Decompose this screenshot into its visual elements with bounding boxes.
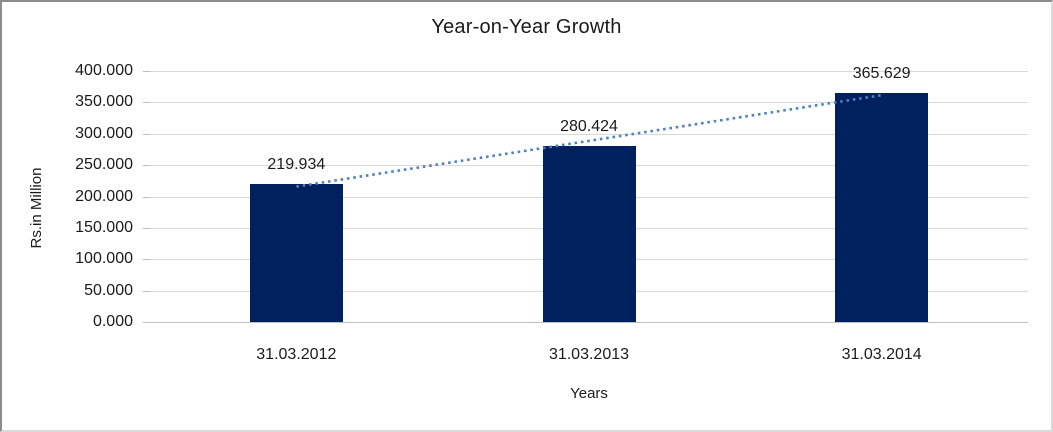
y-tick-mark <box>143 228 150 229</box>
y-tick-label: 250.000 <box>75 156 133 173</box>
chart-title: Year-on-Year Growth <box>431 16 622 38</box>
y-tick-mark <box>143 291 150 292</box>
y-tick-label: 400.000 <box>75 62 133 79</box>
y-tick-mark <box>143 102 150 103</box>
y-tick-label: 200.000 <box>75 188 133 205</box>
bar <box>542 146 636 322</box>
x-axis-title: Years <box>570 385 608 402</box>
y-tick-mark <box>143 165 150 166</box>
y-tick-label: 300.000 <box>75 125 133 142</box>
y-tick-mark <box>143 259 150 260</box>
x-category-label: 31.03.2012 <box>256 346 337 363</box>
x-axis-line <box>150 322 1028 323</box>
y-tick-mark <box>143 322 150 323</box>
bar <box>835 92 929 322</box>
bar-data-label: 280.424 <box>560 118 618 136</box>
y-tick-label: 50.000 <box>84 282 133 299</box>
x-category-label: 31.03.2013 <box>548 346 630 363</box>
bar-data-label: 219.934 <box>267 155 326 173</box>
gridline <box>150 71 1028 72</box>
bar <box>249 183 343 322</box>
y-tick-label: 150.000 <box>75 219 133 236</box>
bar-data-label: 365.629 <box>852 64 911 82</box>
x-category-label: 31.03.2014 <box>841 346 922 363</box>
y-tick-label: 100.000 <box>75 250 133 267</box>
y-tick-label: 350.000 <box>75 93 133 110</box>
y-tick-label: 0.000 <box>92 313 133 330</box>
y-tick-mark <box>143 197 150 198</box>
y-tick-mark <box>143 71 150 72</box>
y-tick-mark <box>143 134 150 135</box>
